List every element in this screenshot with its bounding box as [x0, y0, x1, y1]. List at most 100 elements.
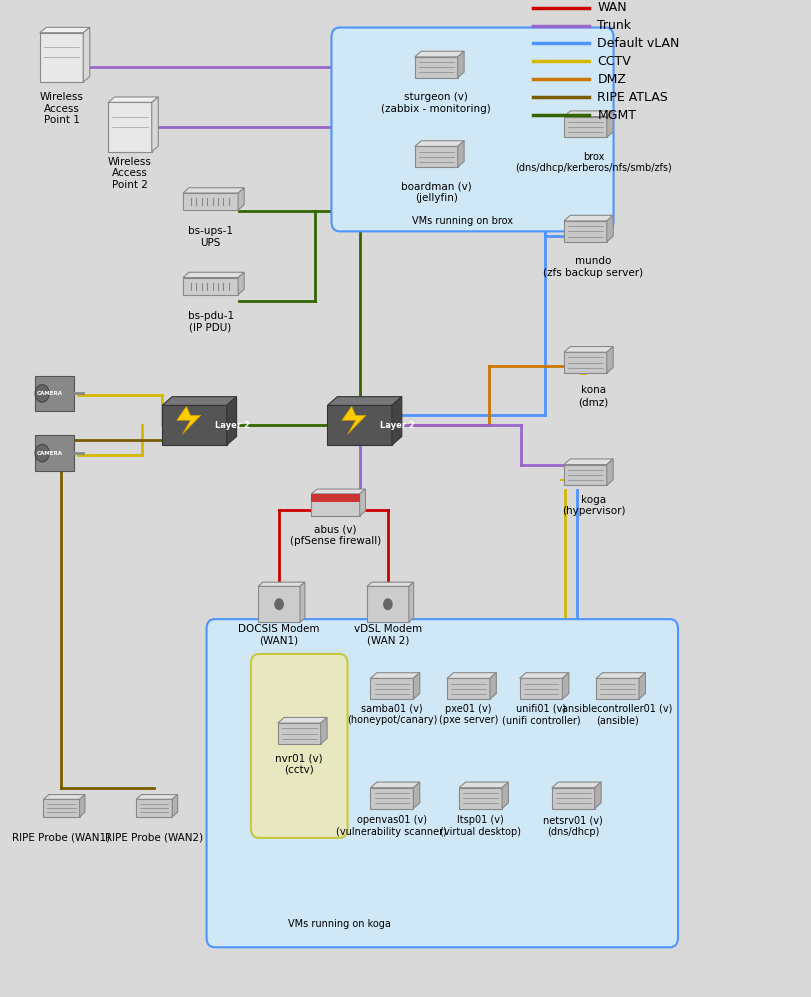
Text: samba01 (v)
(honeypot/canary): samba01 (v) (honeypot/canary): [347, 704, 437, 725]
Polygon shape: [258, 586, 300, 622]
Polygon shape: [35, 376, 74, 412]
Text: brox
(dns/dhcp/kerberos/nfs/smb/zfs): brox (dns/dhcp/kerberos/nfs/smb/zfs): [515, 152, 672, 173]
Text: sturgeon (v)
(zabbix - monitoring): sturgeon (v) (zabbix - monitoring): [381, 92, 491, 114]
Polygon shape: [300, 582, 305, 622]
Polygon shape: [152, 97, 158, 152]
Polygon shape: [457, 51, 464, 78]
Polygon shape: [238, 187, 244, 210]
Text: vDSL Modem
(WAN 2): vDSL Modem (WAN 2): [354, 624, 422, 646]
Polygon shape: [183, 187, 244, 193]
Text: pxe01 (v)
(pxe server): pxe01 (v) (pxe server): [439, 704, 498, 725]
Polygon shape: [136, 800, 172, 817]
Polygon shape: [367, 582, 414, 586]
Polygon shape: [564, 352, 607, 373]
Polygon shape: [328, 406, 392, 445]
Text: koga
(hypervisor): koga (hypervisor): [562, 495, 625, 516]
Text: RIPE Probe (WAN2): RIPE Probe (WAN2): [105, 832, 204, 842]
FancyBboxPatch shape: [207, 619, 678, 947]
Polygon shape: [44, 795, 85, 800]
Text: Layer 2: Layer 2: [215, 421, 250, 430]
Polygon shape: [414, 782, 420, 809]
Polygon shape: [596, 678, 639, 699]
Polygon shape: [414, 147, 457, 167]
Polygon shape: [414, 57, 457, 78]
Polygon shape: [183, 193, 238, 210]
Circle shape: [383, 598, 393, 610]
Polygon shape: [320, 718, 327, 744]
Polygon shape: [177, 407, 201, 435]
Polygon shape: [342, 407, 366, 435]
Text: boardman (v)
(jellyfin): boardman (v) (jellyfin): [401, 181, 472, 203]
Polygon shape: [367, 586, 409, 622]
Polygon shape: [607, 347, 613, 373]
Polygon shape: [183, 272, 244, 277]
Text: Wireless
Access
Point 2: Wireless Access Point 2: [108, 157, 152, 190]
FancyBboxPatch shape: [251, 654, 348, 837]
Text: VMs running on koga: VMs running on koga: [288, 919, 391, 929]
Polygon shape: [40, 27, 90, 33]
FancyBboxPatch shape: [332, 28, 614, 231]
Text: CCTV: CCTV: [598, 55, 631, 68]
Polygon shape: [564, 347, 613, 352]
Polygon shape: [564, 221, 607, 241]
Polygon shape: [459, 782, 508, 788]
Polygon shape: [311, 494, 359, 515]
Polygon shape: [35, 436, 74, 471]
Polygon shape: [414, 673, 420, 699]
Text: RIPE ATLAS: RIPE ATLAS: [598, 91, 668, 104]
Text: DOCSIS Modem
(WAN1): DOCSIS Modem (WAN1): [238, 624, 320, 646]
Text: ansiblecontroller01 (v)
(ansible): ansiblecontroller01 (v) (ansible): [562, 704, 673, 725]
Polygon shape: [371, 673, 420, 678]
Polygon shape: [639, 673, 646, 699]
Circle shape: [35, 385, 49, 402]
Polygon shape: [564, 459, 613, 465]
Polygon shape: [564, 117, 607, 138]
Polygon shape: [278, 718, 327, 723]
Text: bs-ups-1
UPS: bs-ups-1 UPS: [188, 226, 233, 248]
Polygon shape: [136, 795, 178, 800]
Polygon shape: [162, 406, 227, 445]
Circle shape: [274, 598, 284, 610]
Polygon shape: [414, 51, 464, 57]
Polygon shape: [40, 33, 84, 82]
Polygon shape: [551, 782, 601, 788]
Polygon shape: [447, 673, 496, 678]
Text: MGMT: MGMT: [598, 109, 637, 122]
Text: Default vLAN: Default vLAN: [598, 37, 680, 50]
Text: VMs running on brox: VMs running on brox: [412, 216, 513, 226]
Polygon shape: [258, 582, 305, 586]
Text: Layer 2: Layer 2: [380, 421, 414, 430]
Polygon shape: [490, 673, 496, 699]
Text: kona
(dmz): kona (dmz): [578, 386, 608, 407]
Polygon shape: [564, 111, 613, 117]
Polygon shape: [359, 490, 366, 515]
Polygon shape: [371, 788, 414, 809]
Text: ltsp01 (v)
(virtual desktop): ltsp01 (v) (virtual desktop): [440, 815, 521, 836]
Polygon shape: [564, 465, 607, 486]
Text: openvas01 (v)
(vulnerability scanner): openvas01 (v) (vulnerability scanner): [337, 815, 448, 836]
Polygon shape: [564, 215, 613, 221]
Polygon shape: [607, 459, 613, 486]
Text: CAMERA: CAMERA: [36, 391, 62, 396]
Circle shape: [35, 445, 49, 462]
Polygon shape: [607, 111, 613, 138]
Polygon shape: [392, 397, 401, 445]
Polygon shape: [311, 494, 359, 501]
Polygon shape: [607, 215, 613, 241]
Polygon shape: [459, 788, 502, 809]
Text: unifi01 (v)
(unifi controller): unifi01 (v) (unifi controller): [502, 704, 581, 725]
Text: netsrv01 (v)
(dns/dhcp): netsrv01 (v) (dns/dhcp): [543, 815, 603, 836]
Polygon shape: [551, 788, 594, 809]
Polygon shape: [520, 678, 563, 699]
Polygon shape: [414, 141, 464, 147]
Polygon shape: [563, 673, 569, 699]
Polygon shape: [371, 782, 420, 788]
Polygon shape: [371, 678, 414, 699]
Polygon shape: [311, 490, 366, 494]
Polygon shape: [108, 103, 152, 152]
Text: Trunk: Trunk: [598, 19, 632, 32]
Polygon shape: [520, 673, 569, 678]
Text: CAMERA: CAMERA: [36, 451, 62, 456]
Polygon shape: [227, 397, 237, 445]
Polygon shape: [84, 27, 90, 82]
